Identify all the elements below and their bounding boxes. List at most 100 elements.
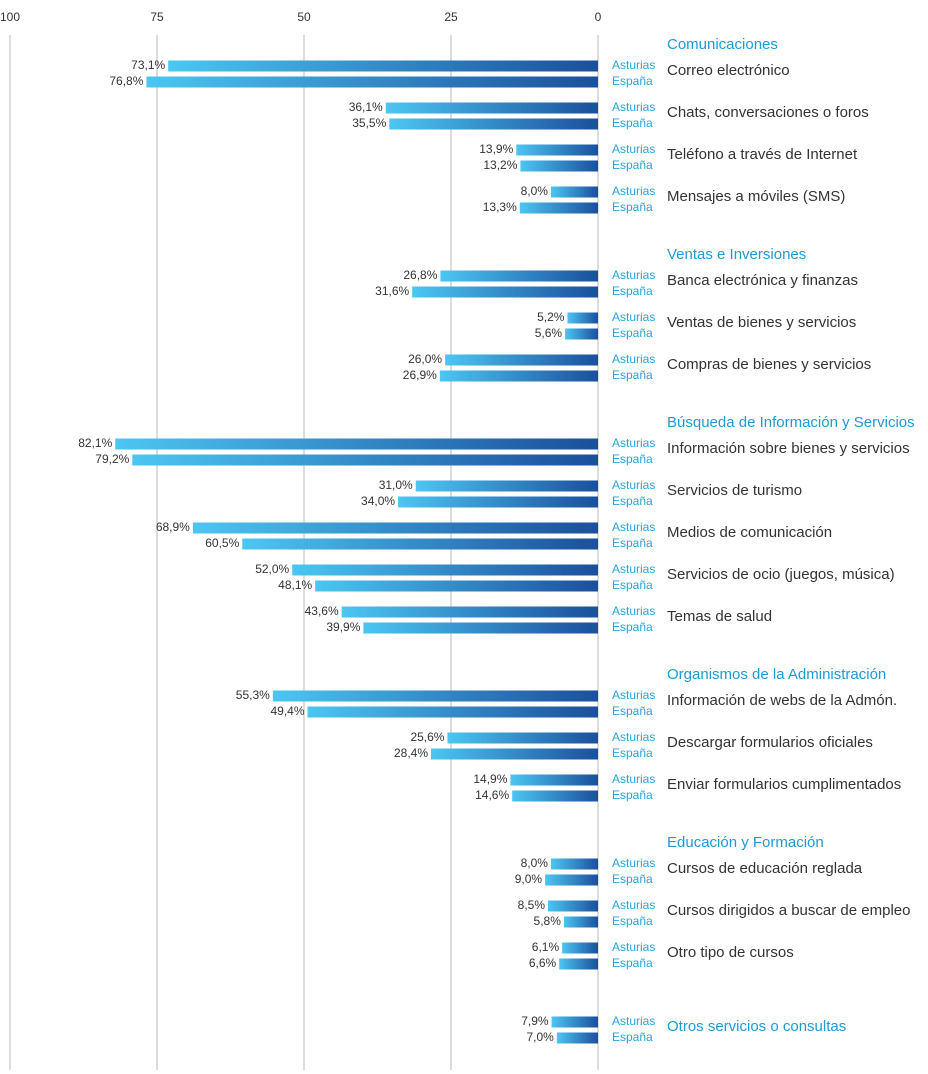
bar [439, 370, 598, 382]
value-label: 55,3% [236, 688, 270, 702]
bar [132, 454, 598, 466]
value-label: 25,6% [410, 730, 444, 744]
bar [115, 438, 598, 450]
series-name: España [612, 452, 653, 466]
series-name: España [612, 74, 653, 88]
value-label: 7,0% [526, 1030, 554, 1044]
series-name: España [612, 620, 653, 634]
series-name: Asturias [612, 604, 655, 618]
category-label: Cursos de educación reglada [667, 860, 863, 877]
value-label: 9,0% [515, 872, 543, 886]
bar [292, 564, 598, 576]
value-label: 8,0% [521, 184, 549, 198]
category-label: Otro tipo de cursos [667, 944, 794, 961]
series-name: España [612, 536, 653, 550]
bar [548, 900, 598, 912]
x-tick-label: 75 [150, 10, 164, 24]
series-name: Asturias [612, 310, 655, 324]
value-label: 43,6% [305, 604, 339, 618]
category-label: Servicios de turismo [667, 482, 802, 499]
bar [516, 144, 598, 156]
bar [563, 916, 598, 928]
series-name: Asturias [612, 268, 655, 282]
series-name: Asturias [612, 772, 655, 786]
group-header: Búsqueda de Información y Servicios [667, 414, 915, 431]
value-label: 13,3% [483, 200, 517, 214]
series-name: España [612, 914, 653, 928]
series-name: Asturias [612, 688, 655, 702]
bar [363, 622, 598, 634]
series-name: Asturias [612, 142, 655, 156]
value-label: 28,4% [394, 746, 428, 760]
series-name: Asturias [612, 436, 655, 450]
category-label: Servicios de ocio (juegos, música) [667, 566, 895, 583]
series-name: España [612, 158, 653, 172]
bar [385, 102, 598, 114]
series-name: España [612, 200, 653, 214]
value-label: 52,0% [255, 562, 289, 576]
bar [519, 202, 598, 214]
value-label: 26,9% [403, 368, 437, 382]
value-label: 48,1% [278, 578, 312, 592]
value-label: 8,5% [518, 898, 546, 912]
series-name: España [612, 788, 653, 802]
value-label: 13,9% [479, 142, 513, 156]
bar [550, 858, 598, 870]
value-label: 82,1% [78, 436, 112, 450]
value-label: 79,2% [95, 452, 129, 466]
series-name: España [612, 284, 653, 298]
bar [146, 76, 598, 88]
series-name: España [612, 872, 653, 886]
x-tick-label: 100 [0, 10, 20, 24]
bar [341, 606, 598, 618]
bar [512, 790, 598, 802]
series-name: España [612, 116, 653, 130]
x-tick-label: 25 [444, 10, 458, 24]
bar [440, 270, 598, 282]
value-label: 39,9% [326, 620, 360, 634]
bar [565, 328, 598, 340]
series-name: Asturias [612, 520, 655, 534]
series-name: Asturias [612, 898, 655, 912]
bar [445, 354, 598, 366]
series-name: Asturias [612, 856, 655, 870]
value-label: 5,8% [534, 914, 562, 928]
category-label: Correo electrónico [667, 62, 790, 79]
bar [389, 118, 598, 130]
value-label: 60,5% [205, 536, 239, 550]
bar [567, 312, 598, 324]
bar [315, 580, 598, 592]
category-label: Información de webs de la Admón. [667, 692, 897, 709]
category-label: Mensajes a móviles (SMS) [667, 188, 845, 205]
value-label: 6,1% [532, 940, 560, 954]
bar [510, 774, 598, 786]
bar [412, 286, 598, 298]
value-label: 31,0% [379, 478, 413, 492]
value-label: 13,2% [483, 158, 517, 172]
category-label: Chats, conversaciones o foros [667, 104, 869, 121]
bar [242, 538, 598, 550]
category-label: Teléfono a través de Internet [667, 146, 858, 163]
value-label: 68,9% [156, 520, 190, 534]
series-name: España [612, 326, 653, 340]
category-label: Información sobre bienes y servicios [667, 440, 910, 457]
series-name: España [612, 1030, 653, 1044]
value-label: 8,0% [521, 856, 549, 870]
bar [562, 942, 598, 954]
series-name: Asturias [612, 478, 655, 492]
value-label: 5,6% [535, 326, 563, 340]
value-label: 14,9% [473, 772, 507, 786]
bar [431, 748, 598, 760]
bar [272, 690, 598, 702]
value-label: 34,0% [361, 494, 395, 508]
value-label: 5,2% [537, 310, 565, 324]
bar [447, 732, 598, 744]
category-label: Banca electrónica y finanzas [667, 272, 858, 289]
group-header: Ventas e Inversiones [667, 246, 806, 263]
bar [307, 706, 598, 718]
category-label: Compras de bienes y servicios [667, 356, 871, 373]
series-name: Asturias [612, 940, 655, 954]
value-label: 7,9% [521, 1014, 549, 1028]
series-name: Asturias [612, 730, 655, 744]
